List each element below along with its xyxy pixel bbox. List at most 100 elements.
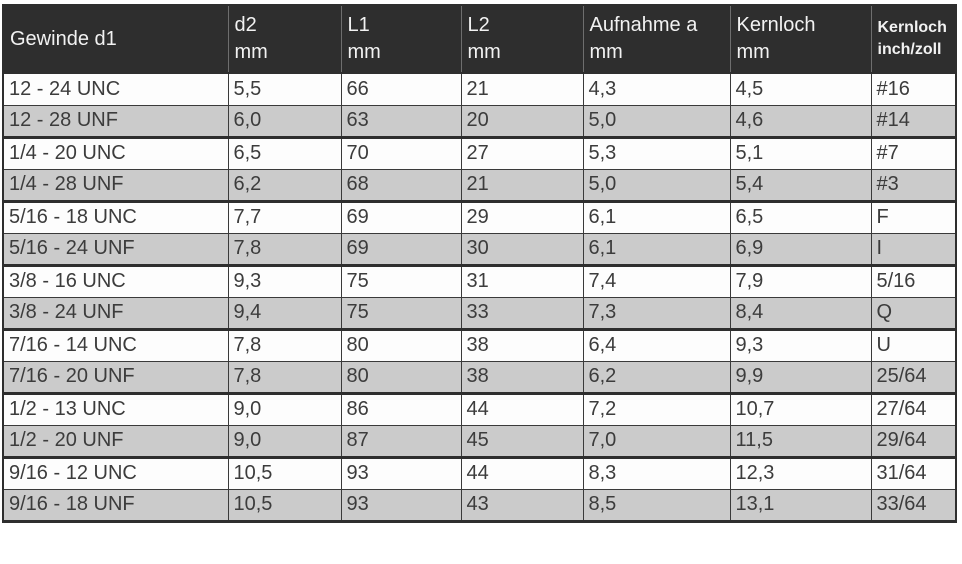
cell-gewinde: 3/8 - 24 UNF <box>2 296 229 331</box>
cell-l1: 69 <box>340 200 462 234</box>
cell-gewinde: 3/8 - 16 UNC <box>2 264 229 298</box>
cell-kernloch-inch: 27/64 <box>870 392 957 426</box>
cell-gewinde: 1/4 - 28 UNF <box>2 168 229 203</box>
thread-dimensions-table: Gewinde d1 d2 mm L1 mm L2 mm Aufnahme a <box>2 4 957 523</box>
cell-aufnahme: 5,0 <box>582 168 731 203</box>
cell-kernloch-inch: 31/64 <box>870 456 957 490</box>
cell-d2: 7,8 <box>227 360 342 395</box>
table-row: 5/16 - 24 UNF 7,8 69 30 6,1 6,9 I <box>2 232 957 267</box>
header-label: Gewinde d1 <box>10 27 117 50</box>
cell-kernloch-mm: 5,1 <box>729 136 872 170</box>
cell-kernloch-mm: 9,9 <box>729 360 872 395</box>
cell-aufnahme: 7,0 <box>582 424 731 459</box>
header-cell-kernloch-inch-zoll: Kernloch inch/zoll <box>870 5 956 74</box>
cell-kernloch-inch: 29/64 <box>870 424 957 459</box>
cell-kernloch-mm: 6,5 <box>729 200 872 234</box>
cell-d2: 7,8 <box>227 328 342 362</box>
cell-d2: 6,0 <box>227 104 342 139</box>
header-cell-l1: L1 mm <box>340 5 461 74</box>
cell-kernloch-inch: 5/16 <box>870 264 957 298</box>
table-row: 3/8 - 24 UNF 9,4 75 33 7,3 8,4 Q <box>2 296 957 331</box>
cell-l2: 38 <box>460 360 584 395</box>
cell-aufnahme: 5,0 <box>582 104 731 139</box>
cell-l2: 38 <box>460 328 584 362</box>
cell-l2: 45 <box>460 424 584 459</box>
header-label: d2 <box>234 14 257 36</box>
table-row: 12 - 24 UNC 5,5 66 21 4,3 4,5 #16 <box>2 72 957 106</box>
cell-l1: 66 <box>340 72 462 106</box>
cell-d2: 7,8 <box>227 232 342 267</box>
cell-kernloch-inch: I <box>870 232 957 267</box>
table-row: 1/4 - 20 UNC 6,5 70 27 5,3 5,1 #7 <box>2 136 957 170</box>
cell-kernloch-mm: 4,6 <box>729 104 872 139</box>
cell-l1: 86 <box>340 392 462 426</box>
cell-gewinde: 9/16 - 12 UNC <box>2 456 229 490</box>
cell-l2: 21 <box>460 72 584 106</box>
cell-gewinde: 7/16 - 14 UNC <box>2 328 229 362</box>
cell-d2: 7,7 <box>227 200 342 234</box>
cell-d2: 9,0 <box>227 424 342 459</box>
table-row: 1/4 - 28 UNF 6,2 68 21 5,0 5,4 #3 <box>2 168 957 203</box>
cell-l2: 33 <box>460 296 584 331</box>
cell-kernloch-mm: 10,7 <box>729 392 872 426</box>
cell-aufnahme: 6,2 <box>582 360 731 395</box>
cell-l1: 93 <box>340 488 462 522</box>
cell-kernloch-mm: 11,5 <box>729 424 872 459</box>
cell-gewinde: 1/4 - 20 UNC <box>2 136 229 170</box>
cell-kernloch-mm: 9,3 <box>729 328 872 362</box>
cell-gewinde: 1/2 - 13 UNC <box>2 392 229 426</box>
header-unit: mm <box>589 41 623 63</box>
cell-kernloch-mm: 4,5 <box>729 72 872 106</box>
cell-kernloch-inch: 25/64 <box>870 360 957 395</box>
cell-l2: 21 <box>460 168 584 203</box>
table-row: 12 - 28 UNF 6,0 63 20 5,0 4,6 #14 <box>2 104 957 139</box>
table-row: 7/16 - 20 UNF 7,8 80 38 6,2 9,9 25/64 <box>2 360 957 395</box>
table-body: 12 - 24 UNC 5,5 66 21 4,3 4,5 #16 12 - 2… <box>2 72 957 522</box>
cell-l2: 31 <box>460 264 584 298</box>
cell-gewinde: 12 - 24 UNC <box>2 72 229 106</box>
cell-gewinde: 7/16 - 20 UNF <box>2 360 229 395</box>
header-label: L1 <box>347 14 370 36</box>
cell-l1: 93 <box>340 456 462 490</box>
cell-d2: 9,0 <box>227 392 342 426</box>
cell-l1: 80 <box>340 360 462 395</box>
cell-kernloch-inch: 33/64 <box>870 488 957 522</box>
cell-d2: 6,2 <box>227 168 342 203</box>
cell-kernloch-mm: 8,4 <box>729 296 872 331</box>
cell-l1: 80 <box>340 328 462 362</box>
cell-l1: 75 <box>340 296 462 331</box>
header-unit: mm <box>234 41 268 63</box>
cell-aufnahme: 6,4 <box>582 328 731 362</box>
cell-kernloch-mm: 5,4 <box>729 168 872 203</box>
cell-l1: 70 <box>340 136 462 170</box>
cell-l2: 20 <box>460 104 584 139</box>
cell-aufnahme: 7,2 <box>582 392 731 426</box>
cell-kernloch-inch: Q <box>870 296 957 331</box>
cell-d2: 9,3 <box>227 264 342 298</box>
cell-l1: 87 <box>340 424 462 459</box>
table-row: 9/16 - 12 UNC 10,5 93 44 8,3 12,3 31/64 <box>2 456 957 490</box>
table-row: 1/2 - 20 UNF 9,0 87 45 7,0 11,5 29/64 <box>2 424 957 459</box>
header-unit: mm <box>347 41 381 63</box>
header-cell-d2: d2 mm <box>227 5 341 74</box>
table-row: 1/2 - 13 UNC 9,0 86 44 7,2 10,7 27/64 <box>2 392 957 426</box>
cell-d2: 5,5 <box>227 72 342 106</box>
cell-aufnahme: 5,3 <box>582 136 731 170</box>
cell-aufnahme: 6,1 <box>582 232 731 267</box>
header-label: Kernloch <box>877 19 947 37</box>
cell-l2: 30 <box>460 232 584 267</box>
cell-kernloch-inch: #7 <box>870 136 957 170</box>
header-row: Gewinde d1 d2 mm L1 mm L2 mm Aufnahme a <box>3 5 956 74</box>
cell-kernloch-inch: #14 <box>870 104 957 139</box>
cell-aufnahme: 8,5 <box>582 488 731 522</box>
cell-gewinde: 5/16 - 24 UNF <box>2 232 229 267</box>
cell-d2: 9,4 <box>227 296 342 331</box>
header-unit: inch/zoll <box>877 41 942 58</box>
cell-d2: 6,5 <box>227 136 342 170</box>
cell-kernloch-inch: #16 <box>870 72 957 106</box>
cell-aufnahme: 6,1 <box>582 200 731 234</box>
cell-d2: 10,5 <box>227 456 342 490</box>
cell-kernloch-mm: 6,9 <box>729 232 872 267</box>
cell-l2: 44 <box>460 456 584 490</box>
table-row: 3/8 - 16 UNC 9,3 75 31 7,4 7,9 5/16 <box>2 264 957 298</box>
